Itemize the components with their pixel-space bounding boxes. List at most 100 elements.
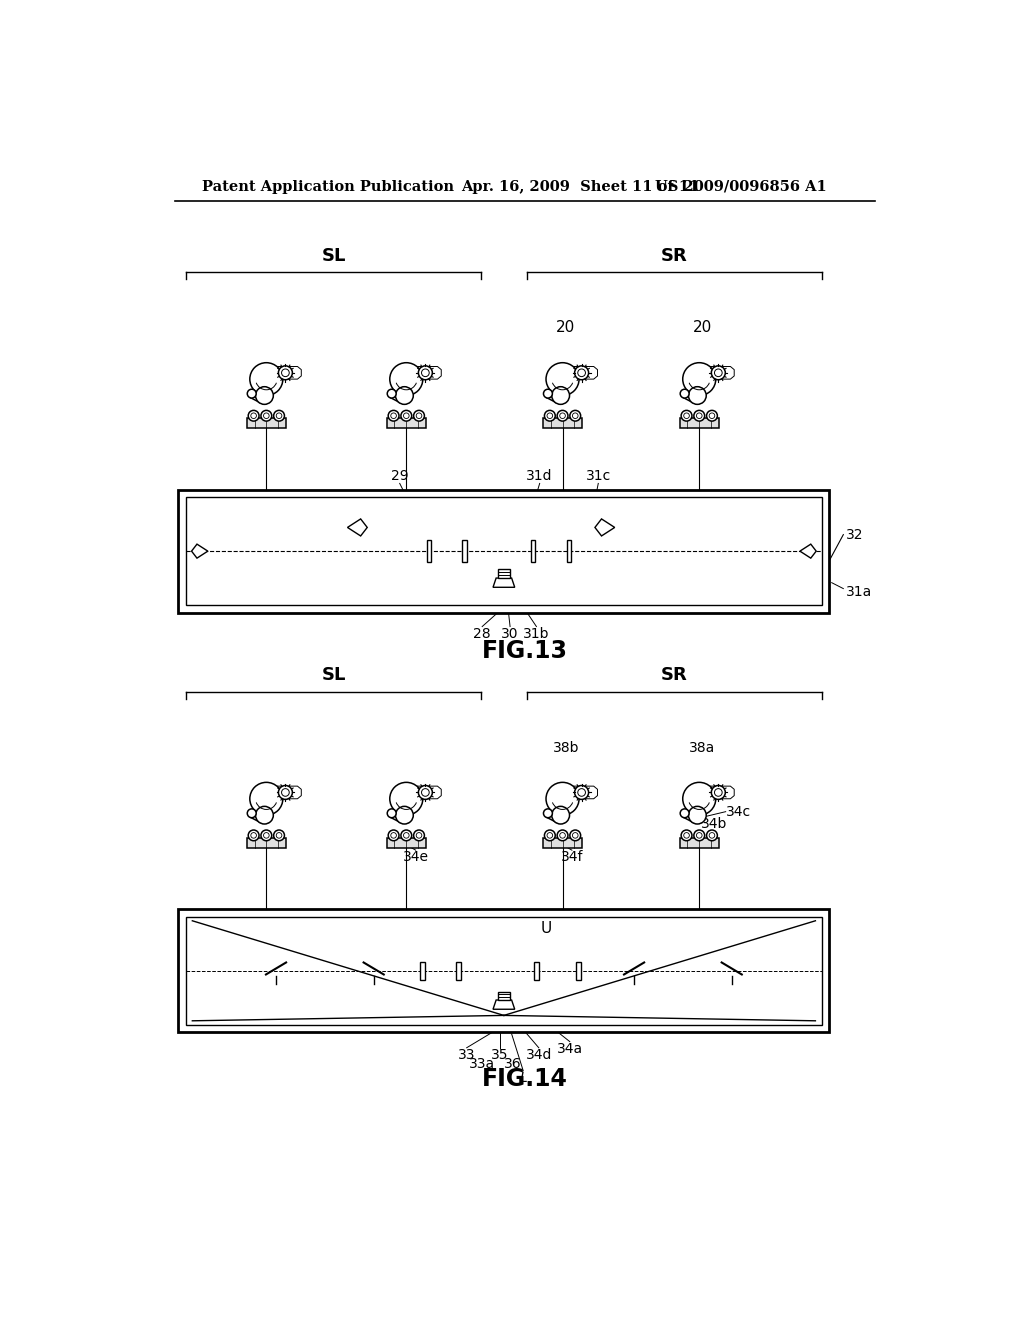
Text: L: L [519, 1071, 527, 1085]
Polygon shape [417, 787, 441, 799]
Circle shape [250, 783, 283, 816]
Circle shape [401, 411, 412, 421]
Bar [530, 540, 536, 562]
Bar [186, 498, 821, 605]
Circle shape [712, 366, 725, 380]
Circle shape [388, 411, 399, 421]
Text: 34e: 34e [402, 850, 429, 865]
Circle shape [688, 387, 707, 404]
Circle shape [263, 833, 269, 838]
Bar [420, 961, 425, 979]
Circle shape [552, 807, 569, 824]
Polygon shape [710, 787, 734, 799]
Text: 34a: 34a [557, 1041, 583, 1056]
Text: 29: 29 [391, 470, 409, 483]
Circle shape [696, 833, 702, 838]
Bar [247, 838, 286, 847]
Circle shape [684, 833, 689, 838]
Circle shape [545, 830, 555, 841]
Text: 38a: 38a [689, 741, 716, 755]
Polygon shape [493, 1001, 515, 1010]
Circle shape [422, 788, 429, 796]
Text: 38b: 38b [553, 741, 579, 755]
Circle shape [247, 809, 256, 817]
Bar [427, 540, 431, 562]
Circle shape [387, 389, 396, 399]
Polygon shape [493, 578, 515, 587]
Text: 31d: 31d [526, 470, 553, 483]
Polygon shape [710, 367, 734, 379]
Text: US 2009/0096856 A1: US 2009/0096856 A1 [655, 180, 826, 194]
Circle shape [391, 413, 396, 418]
Circle shape [547, 413, 553, 418]
Circle shape [547, 833, 553, 838]
Circle shape [401, 830, 412, 841]
Circle shape [279, 785, 293, 800]
Circle shape [387, 809, 396, 817]
Text: 34c: 34c [726, 805, 751, 818]
Circle shape [569, 830, 581, 841]
Circle shape [256, 387, 273, 404]
Circle shape [694, 830, 705, 841]
Circle shape [544, 389, 552, 399]
Text: Apr. 16, 2009  Sheet 11 of 11: Apr. 16, 2009 Sheet 11 of 11 [461, 180, 699, 194]
Bar [247, 418, 286, 429]
Bar [498, 569, 510, 578]
Circle shape [273, 411, 285, 421]
Bar [463, 540, 467, 562]
Circle shape [261, 830, 271, 841]
Circle shape [388, 830, 399, 841]
Polygon shape [573, 787, 597, 799]
Circle shape [251, 413, 256, 418]
Polygon shape [278, 787, 301, 799]
Circle shape [403, 833, 410, 838]
Text: 34f: 34f [561, 850, 584, 865]
Text: SL: SL [322, 247, 346, 264]
Circle shape [681, 830, 692, 841]
Text: 32: 32 [847, 528, 864, 541]
Circle shape [696, 413, 702, 418]
Circle shape [416, 413, 422, 418]
Text: 33: 33 [458, 1048, 475, 1061]
Circle shape [574, 785, 589, 800]
Bar [178, 490, 829, 612]
Circle shape [390, 363, 423, 396]
Polygon shape [417, 367, 441, 379]
Circle shape [710, 833, 715, 838]
Text: SR: SR [660, 667, 687, 684]
Text: U: U [541, 921, 552, 936]
Text: 34d: 34d [525, 1048, 552, 1061]
Text: 35: 35 [492, 1048, 509, 1061]
Bar [178, 909, 829, 1032]
Circle shape [715, 788, 722, 796]
Circle shape [395, 807, 414, 824]
Text: 30: 30 [502, 627, 519, 640]
Circle shape [419, 785, 432, 800]
Text: 31a: 31a [847, 585, 872, 599]
Circle shape [395, 387, 414, 404]
Circle shape [273, 830, 285, 841]
Circle shape [248, 830, 259, 841]
Text: 28: 28 [473, 627, 490, 640]
Circle shape [391, 833, 396, 838]
Circle shape [276, 413, 282, 418]
Text: 33a: 33a [469, 1057, 496, 1071]
Circle shape [681, 411, 692, 421]
Bar [543, 418, 583, 429]
Circle shape [572, 833, 579, 838]
Circle shape [546, 363, 579, 396]
Circle shape [572, 413, 579, 418]
Circle shape [416, 833, 422, 838]
Circle shape [414, 830, 424, 841]
Circle shape [251, 833, 256, 838]
Circle shape [261, 411, 271, 421]
Bar [680, 418, 719, 429]
Circle shape [250, 363, 283, 396]
Circle shape [552, 387, 569, 404]
Circle shape [578, 788, 586, 796]
Circle shape [557, 411, 568, 421]
Circle shape [680, 809, 689, 817]
Text: SR: SR [660, 247, 687, 264]
Text: FIG.14: FIG.14 [482, 1067, 567, 1090]
Text: 36: 36 [505, 1057, 522, 1071]
